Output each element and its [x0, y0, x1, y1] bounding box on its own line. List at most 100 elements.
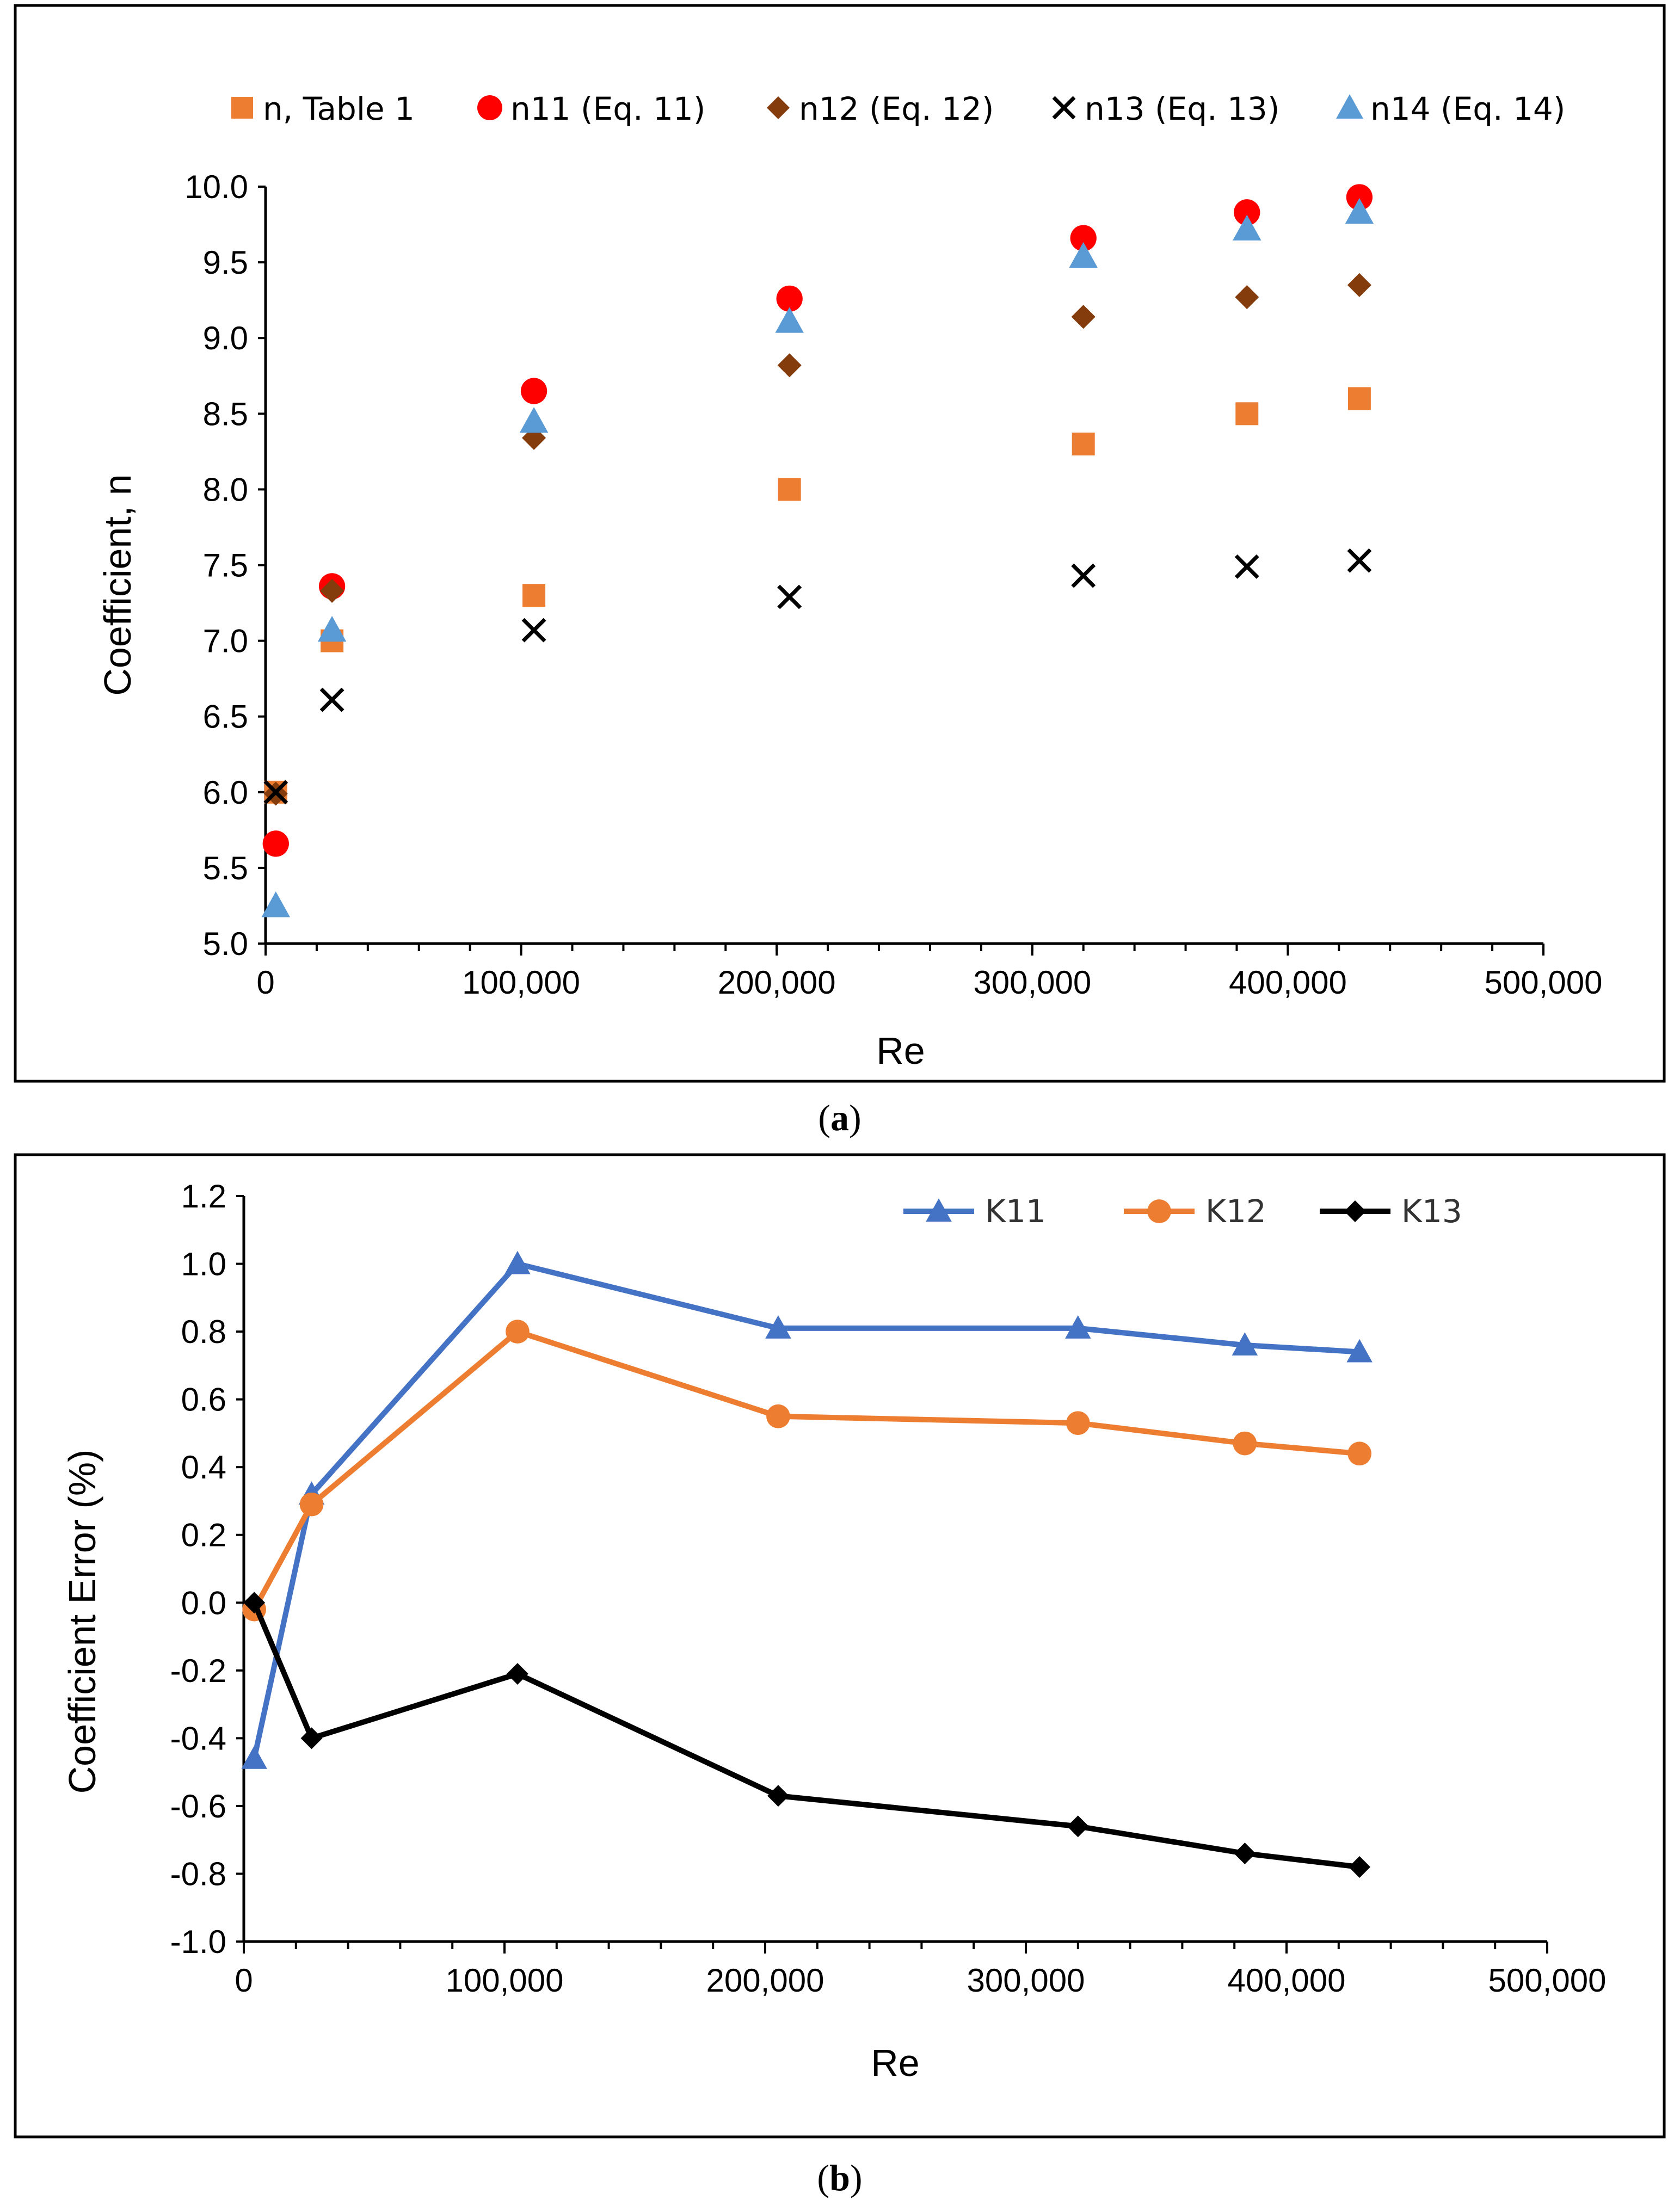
panel-a-y-tick-label: 6.0 — [203, 774, 248, 811]
panel-a-y-tick-label: 7.0 — [203, 623, 248, 660]
panel-a-point — [1070, 225, 1097, 251]
panel-a-point — [1347, 387, 1371, 410]
panel-a-x-tick-label: 400,000 — [1229, 964, 1347, 1001]
panel-a-point — [1235, 285, 1259, 310]
panel-a-y-tick-label: 10.0 — [184, 169, 248, 205]
panel-a-series-5 — [261, 198, 1374, 917]
panel-a-series-4 — [263, 548, 1372, 805]
panel-a-x-tick-label: 500,000 — [1485, 964, 1603, 1001]
panel-b-y-tick-label: 1.2 — [181, 1178, 226, 1215]
panel-a-point — [1345, 198, 1374, 224]
panel-b-legend-marker — [926, 1198, 952, 1222]
panel-b-y-tick-label: -0.2 — [170, 1653, 226, 1689]
panel-a-point — [777, 584, 802, 609]
panel-a-point — [1233, 214, 1261, 241]
panel-b-legend-item: K12 — [1124, 1193, 1266, 1230]
panel-b-point — [766, 1404, 790, 1428]
panel-b-caption-close: ) — [850, 2157, 863, 2198]
panel-b-x-tick-label: 0 — [235, 1962, 253, 1999]
panel-b-legend: K11 K12 K13 — [903, 1193, 1462, 1230]
panel-b-y-tick-label: 0.2 — [181, 1517, 226, 1554]
panel-b-marks — [241, 1250, 1373, 1878]
panel-a-y-tick-label: 8.5 — [203, 396, 248, 432]
panel-a-y-axis-title: Coefficient, n — [96, 474, 139, 695]
panel-b-point — [1234, 1843, 1256, 1865]
panel-a-ticks: 5.0 5.5 6.0 6.5 7.0 7.5 8.0 8.5 9.0 9.5 10.0 0 100,0… — [184, 169, 1602, 1001]
panel-a-point — [1071, 305, 1096, 329]
panel-b-point — [241, 1745, 267, 1769]
panel-a-frame — [14, 4, 1666, 1083]
panel-a-x-tick-label: 200,000 — [718, 964, 836, 1001]
panel-a-y-tick-label: 5.5 — [203, 850, 248, 886]
panel-a-point — [776, 285, 803, 312]
panel-b-legend-item: K13 — [1320, 1193, 1462, 1230]
panel-a-y-tick-label: 6.5 — [203, 699, 248, 735]
panel-a-point — [522, 584, 546, 607]
panel-b-point — [767, 1785, 789, 1807]
panel-b-y-tick-label: 0.4 — [181, 1449, 226, 1486]
panel-a-point — [1072, 432, 1095, 455]
panel-a-x-tick-label: 300,000 — [973, 964, 1091, 1001]
panel-b-legend-label: K11 — [985, 1193, 1046, 1230]
panel-a-legend-marker — [477, 95, 502, 120]
panel-a-legend-marker — [767, 96, 790, 119]
panel-b-legend-label: K12 — [1205, 1193, 1266, 1230]
panel-b-point — [1233, 1431, 1257, 1456]
panel-b-y-tick-label: 0.8 — [181, 1314, 226, 1350]
panel-a-y-tick-label: 9.5 — [203, 244, 248, 281]
panel-a-point — [1347, 273, 1371, 297]
panel-b-legend-label: K13 — [1401, 1193, 1462, 1230]
panel-a-point — [262, 830, 289, 857]
panel-b-legend-item: K11 — [903, 1193, 1046, 1230]
panel-b-y-tick-label: -0.6 — [170, 1788, 226, 1825]
panel-a-point — [1069, 242, 1098, 268]
panel-b-point — [1347, 1441, 1371, 1466]
panel-b-legend-marker — [1147, 1199, 1171, 1223]
panel-b-x-tick-label: 500,000 — [1488, 1962, 1607, 1999]
panel-a-point — [777, 353, 802, 378]
panel-b-y-tick-label: 0.0 — [181, 1585, 226, 1621]
panel-a-legend-marker — [1052, 96, 1076, 120]
panel-b-point — [1067, 1815, 1089, 1838]
panel-a-legend-label: n12 (Eq. 12) — [799, 90, 994, 127]
panel-a-x-tick-label: 100,000 — [462, 964, 580, 1001]
panel-a-caption-close: ) — [849, 1097, 861, 1138]
panel-b-point — [1066, 1411, 1090, 1435]
panel-b-point — [1346, 1339, 1373, 1363]
panel-a-point — [319, 687, 344, 712]
panel-a-caption-open: ( — [818, 1097, 830, 1138]
panel-b-y-tick-label: -1.0 — [170, 1924, 226, 1960]
panel-b-point — [300, 1727, 323, 1749]
panel-a-legend-item: n14 (Eq. 14) — [1336, 90, 1565, 127]
panel-b-point — [506, 1320, 530, 1344]
panel-a-point — [1234, 199, 1260, 226]
panel-b-axes — [242, 1196, 1547, 1943]
panel-b-point — [507, 1663, 528, 1685]
panel-a-legend-label: n14 (Eq. 14) — [1370, 90, 1565, 127]
panel-b-series-3 — [243, 1592, 1371, 1878]
panel-a-legend-marker — [1336, 94, 1363, 119]
panel-b-caption: (b) — [817, 2157, 862, 2198]
panel-b-x-tick-label: 100,000 — [446, 1962, 564, 1999]
panel-a-point — [1235, 402, 1259, 426]
panel-a-y-tick-label: 9.0 — [203, 320, 248, 356]
panel-b-caption-letter: b — [829, 2157, 850, 2198]
panel-a-point — [1346, 184, 1373, 211]
panel-a-point — [1347, 548, 1372, 573]
panel-a-legend-label: n, Table 1 — [263, 90, 415, 127]
panel-a-legend-item: n13 (Eq. 13) — [1052, 90, 1279, 127]
panel-b-ticks: -1.0 -0.8 -0.6 -0.4 -0.2 0.0 0.2 0.4 0.6 0.8 1.0 1.… — [170, 1178, 1607, 1999]
panel-b-x-tick-label: 300,000 — [967, 1962, 1085, 1999]
panel-a-point — [1234, 554, 1259, 579]
panel-a-y-tick-label: 5.0 — [203, 926, 248, 962]
panel-a-point — [1071, 563, 1096, 588]
panel-a-legend-item: n, Table 1 — [231, 90, 415, 127]
panel-a-x-axis-title: Re — [876, 1030, 925, 1072]
panel-a-y-tick-label: 8.0 — [203, 471, 248, 508]
panel-b-series-2 — [242, 1320, 1371, 1622]
panel-a-legend-marker — [231, 97, 253, 119]
panel-b-y-axis-title: Coefficient Error (%) — [61, 1450, 103, 1794]
panel-a-marks — [261, 184, 1374, 917]
panel-a-caption: (a) — [818, 1097, 861, 1138]
